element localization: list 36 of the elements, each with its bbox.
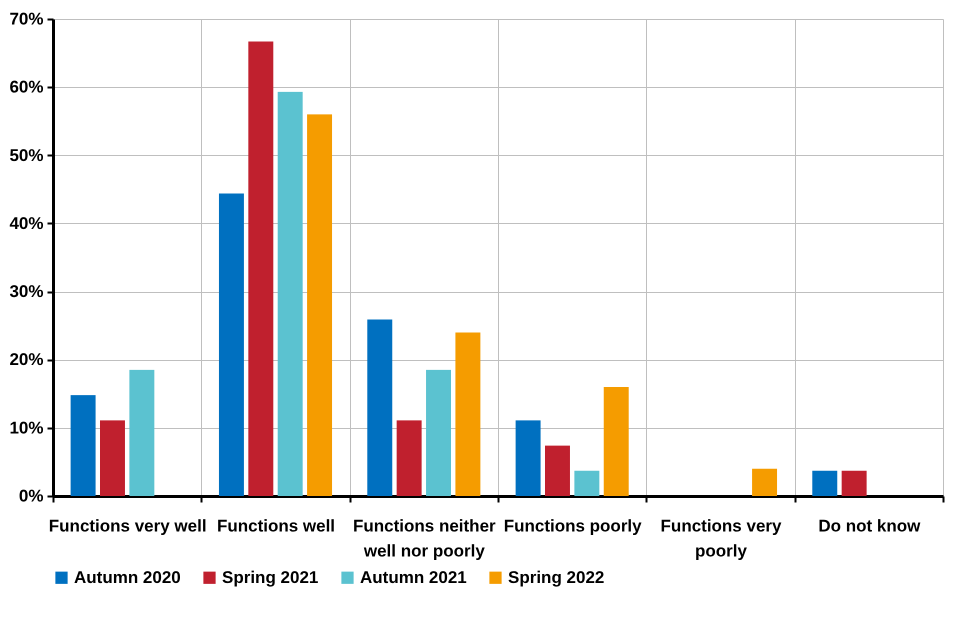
bar bbox=[426, 370, 452, 496]
y-tick-label: 40% bbox=[9, 214, 44, 233]
x-tick-label: Functions very poorly bbox=[660, 516, 782, 560]
bar bbox=[842, 470, 867, 496]
bar bbox=[574, 470, 600, 496]
legend-label: Spring 2021 bbox=[222, 568, 318, 587]
x-tick-label: Functions poorly bbox=[504, 516, 642, 536]
bar bbox=[812, 470, 838, 496]
bar bbox=[604, 386, 629, 496]
bar bbox=[100, 420, 125, 496]
legend-label: Autumn 2020 bbox=[74, 568, 181, 587]
bar bbox=[278, 92, 303, 496]
y-tick-label: 10% bbox=[9, 418, 44, 438]
x-tick-label: Functions very well bbox=[48, 516, 207, 536]
y-tick-label: 30% bbox=[9, 282, 44, 302]
y-tick-label: 20% bbox=[9, 350, 44, 370]
legend-label: Spring 2022 bbox=[508, 568, 604, 587]
y-tick-label: 70% bbox=[9, 10, 44, 28]
x-tick-label: Do not know bbox=[818, 516, 922, 536]
bar bbox=[218, 193, 244, 496]
bar bbox=[367, 320, 392, 496]
bar bbox=[455, 332, 480, 496]
y-tick-label: 0% bbox=[18, 486, 44, 506]
bar bbox=[248, 41, 274, 496]
bar bbox=[70, 395, 96, 496]
y-tick-label: 50% bbox=[9, 146, 44, 165]
x-tick-label: Functions neither well nor poorly bbox=[353, 516, 496, 560]
x-tick-label: Functions well bbox=[216, 516, 336, 536]
bar bbox=[752, 468, 778, 496]
bar bbox=[307, 114, 332, 496]
y-tick-label: 60% bbox=[9, 78, 44, 97]
bar bbox=[544, 446, 570, 496]
bar bbox=[396, 420, 422, 496]
bar bbox=[129, 370, 154, 496]
legend-label: Autumn 2021 bbox=[360, 568, 467, 587]
bar bbox=[516, 420, 541, 496]
